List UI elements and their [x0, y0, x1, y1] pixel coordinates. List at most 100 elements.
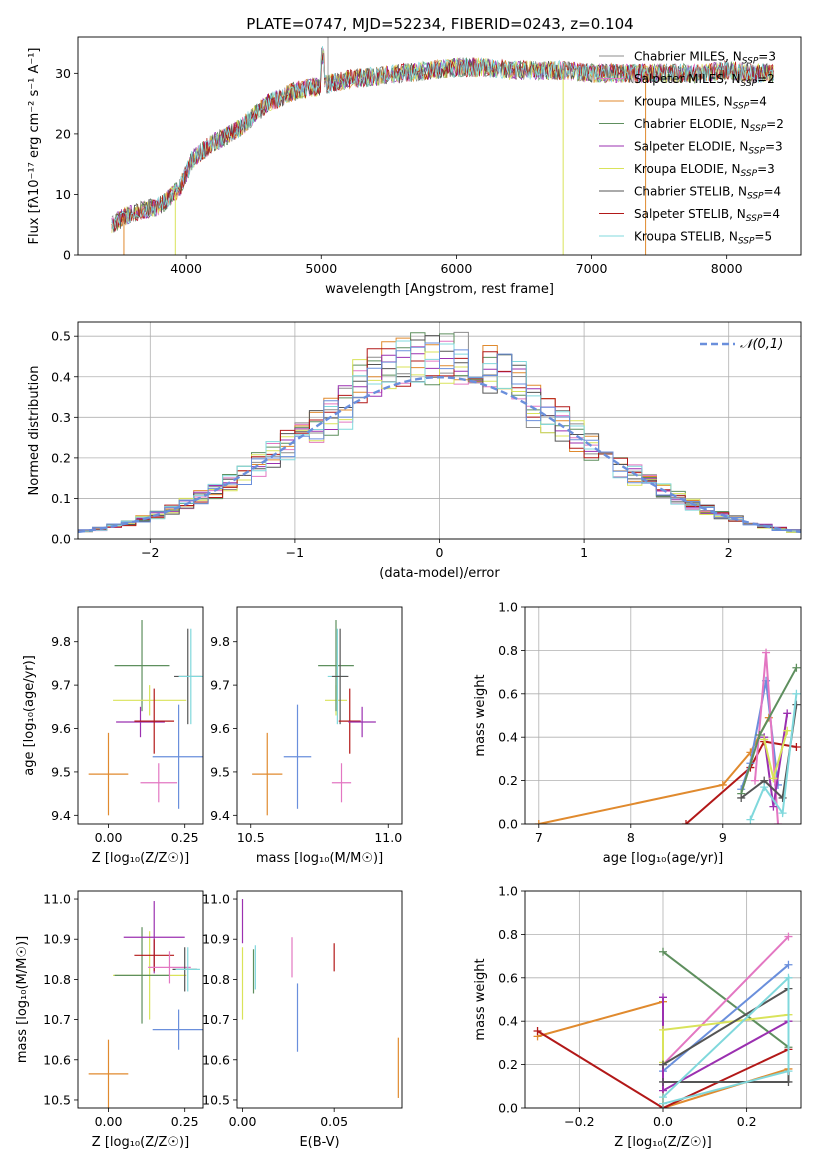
- x-tick-label: 0.05: [320, 1114, 348, 1129]
- x-axis-label: age [log₁₀(age/yr)]: [603, 851, 724, 866]
- spectrum-lines: [111, 37, 774, 255]
- weight-point-marker: [659, 1099, 667, 1108]
- axes-frame: [236, 606, 403, 825]
- x-axis-label: Z [log₁₀(Z/Z☉)]: [92, 851, 189, 866]
- spectrum-series-line: [111, 46, 774, 230]
- x-axis-label: Z [log₁₀(Z/Z☉)]: [614, 1135, 711, 1150]
- y-tick-label: 10.8: [202, 972, 230, 987]
- y-tick-label: 0.3: [51, 410, 71, 425]
- x-tick-label: 1: [580, 545, 588, 560]
- legend-label: Salpeter MILES, NSSP=2: [634, 72, 775, 89]
- residual-histogram-panel: −2 −1 0 1 2 0.0 0.1 0.2 0.3 0.4 0.5 (data-model)/er…: [27, 321, 802, 581]
- axes-frame: [77, 606, 204, 825]
- y-tick-label: 10.6: [202, 1052, 230, 1067]
- x-tick-label: 0: [436, 545, 444, 560]
- x-tick-label: −2: [141, 545, 159, 560]
- y-tick-label: 9.5: [51, 764, 71, 779]
- histogram-step: [78, 342, 801, 531]
- axes-frame: [77, 36, 802, 256]
- y-tick-label: 1.0: [498, 600, 518, 615]
- weight-point-marker: [774, 820, 782, 824]
- mass-weight-vs-metallicity-panel: −0.2 0.0 0.2 0.0 0.2 0.4 0.6 0.8 1.0 Z [log₁₀(Z/Z…: [473, 884, 802, 1150]
- x-tick-label: 6000: [440, 261, 472, 276]
- y-tick-label: 0.6: [498, 970, 518, 985]
- weight-series-line: [749, 693, 798, 821]
- y-tick-label: 9.7: [51, 678, 71, 693]
- weight-point-marker: [746, 815, 755, 824]
- x-tick-label: 0.2: [737, 1114, 757, 1129]
- weight-point-marker: [762, 648, 771, 657]
- x-tick-label: 11.0: [374, 830, 402, 845]
- weight-series-line: [662, 964, 790, 1072]
- y-tick-label: 9.5: [210, 764, 230, 779]
- weight-point-marker: [784, 973, 793, 982]
- weight-point-marker: [784, 1077, 793, 1086]
- y-tick-label: 0.4: [498, 730, 518, 745]
- x-tick-label: 4000: [170, 261, 202, 276]
- y-tick-label: 0: [63, 248, 71, 263]
- spectrum-panel: 4000 5000 6000 7000 8000 0 10 20 30 wavelength [A…: [27, 36, 802, 297]
- x-tick-label: 0.00: [95, 830, 123, 845]
- x-axis-label: E(B-V): [299, 1135, 339, 1150]
- axes-frame: [77, 890, 204, 1109]
- x-tick-label: 8: [627, 830, 635, 845]
- weight-point-marker: [783, 709, 792, 718]
- mass-vs-extinction-panel: 0.00 0.05 10.5 10.6 10.7 10.8 10.9 11.0 E(B-V): [202, 890, 403, 1150]
- y-tick-label: 9.4: [210, 808, 230, 823]
- y-tick-label: 0.5: [51, 329, 71, 344]
- weight-point-marker: [659, 1077, 667, 1086]
- x-tick-label: 0.25: [171, 830, 199, 845]
- y-tick-label: 10.7: [202, 1012, 230, 1027]
- y-tick-label: 0.8: [498, 643, 518, 658]
- x-tick-label: 7: [535, 830, 543, 845]
- weight-point-marker: [784, 932, 793, 941]
- age-vs-metallicity-panel: 0.00 0.25 9.4 9.5 9.6 9.7 9.8 Z [log₁₀(Z/Z☉)] ag…: [22, 606, 204, 866]
- weight-point-marker: [783, 726, 792, 735]
- weight-lines: [534, 648, 801, 824]
- y-tick-label: 0.2: [51, 450, 71, 465]
- weight-point-marker: [769, 802, 778, 811]
- y-tick-label: 0.4: [498, 1014, 518, 1029]
- weight-lines: [533, 932, 793, 1108]
- weight-series-line: [536, 1030, 789, 1108]
- x-tick-label: −1: [286, 545, 304, 560]
- weight-point-marker: [760, 735, 769, 744]
- weight-point-marker: [533, 1026, 542, 1035]
- y-tick-label: 0.0: [498, 1101, 518, 1116]
- x-tick-label: 5000: [305, 261, 337, 276]
- x-tick-label: −0.2: [564, 1114, 594, 1129]
- legend-label: Chabrier MILES, NSSP=3: [634, 50, 776, 67]
- y-tick-label: 10.5: [43, 1092, 71, 1107]
- y-tick-label: 0.1: [51, 491, 71, 506]
- x-tick-label: 10.5: [237, 830, 265, 845]
- axes-frame: [236, 890, 403, 1109]
- weight-point-marker: [718, 780, 727, 789]
- y-tick-label: 30: [55, 66, 71, 81]
- y-axis-label: Normed distribution: [27, 366, 42, 496]
- weight-point-marker: [682, 820, 690, 824]
- legend-label: Salpeter STELIB, NSSP=4: [634, 207, 780, 224]
- weight-point-marker: [792, 663, 801, 672]
- y-axis-label: mass [log₁₀(M/M☉)]: [15, 936, 30, 1063]
- y-tick-label: 9.4: [51, 808, 71, 823]
- x-axis-label: Z [log₁₀(Z/Z☉)]: [92, 1135, 189, 1150]
- y-tick-label: 10.7: [43, 1012, 71, 1027]
- spectrum-legend: Chabrier MILES, NSSP=3 Salpeter MILES, NS…: [599, 50, 784, 247]
- x-tick-label: 0.00: [95, 1114, 123, 1129]
- error-bars: [252, 620, 376, 816]
- y-axis-label: mass weight: [473, 958, 488, 1040]
- y-tick-label: 10.9: [43, 932, 71, 947]
- weight-point-marker: [659, 993, 667, 1002]
- y-tick-label: 10.9: [202, 932, 230, 947]
- legend-label: Kroupa STELIB, NSSP=5: [634, 230, 772, 247]
- legend-label: 𝒩(0,1): [740, 337, 783, 352]
- weight-series-line: [662, 975, 790, 1105]
- legend-label: Kroupa MILES, NSSP=4: [634, 95, 767, 112]
- weight-point-marker: [755, 731, 764, 740]
- y-tick-label: 10.5: [202, 1092, 230, 1107]
- axes-frame: [77, 321, 802, 540]
- x-tick-label: 0.00: [229, 1114, 257, 1129]
- normal-curve: [78, 375, 801, 534]
- y-tick-label: 11.0: [43, 892, 71, 907]
